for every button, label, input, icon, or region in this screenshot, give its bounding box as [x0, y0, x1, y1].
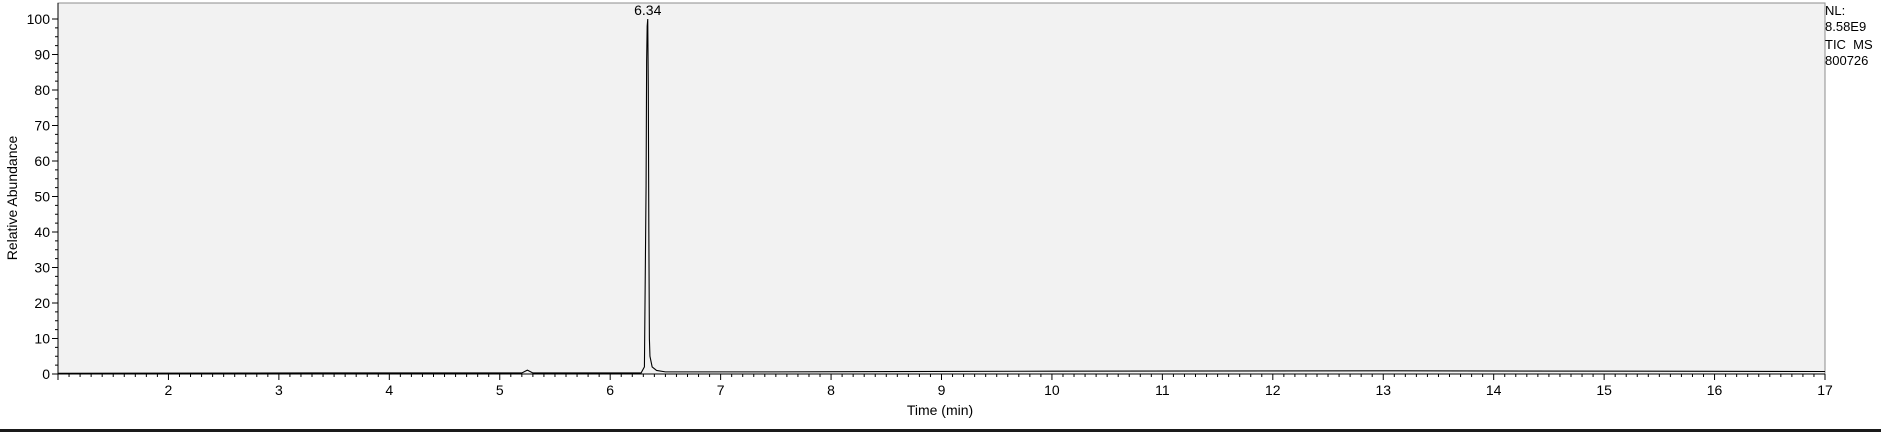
sample-id: 800726	[1825, 53, 1869, 68]
y-tick-label: 70	[34, 118, 50, 134]
peak-label: 6.34	[634, 2, 661, 18]
y-tick-label: 30	[34, 260, 50, 276]
x-tick-label: 10	[1044, 382, 1060, 398]
x-tick-label: 14	[1486, 382, 1502, 398]
x-tick-label: 16	[1707, 382, 1723, 398]
x-tick-label: 5	[496, 382, 504, 398]
y-tick-label: 90	[34, 47, 50, 63]
x-tick-label: 13	[1375, 382, 1391, 398]
y-tick-label: 60	[34, 153, 50, 169]
x-tick-label: 9	[938, 382, 946, 398]
x-tick-label: 11	[1155, 382, 1170, 398]
tic-trace	[57, 18, 1826, 374]
x-tick-label: 17	[1817, 382, 1833, 398]
y-tick-label: 100	[27, 11, 51, 27]
y-tick-label: 20	[34, 295, 50, 311]
peak-annotations: 6.34	[634, 2, 661, 18]
x-axis-title: Time (min)	[907, 402, 973, 418]
y-tick-label: 80	[34, 82, 50, 98]
tick-labels: 2 3 4 5 6 7 8 9 10 11 12 13 14 15 16 17 0 10 20 30 40 50 60 70 8…	[27, 11, 1833, 398]
y-axis-title: Relative Abundance	[4, 136, 20, 261]
x-tick-label: 15	[1596, 382, 1612, 398]
y-tick-label: 10	[34, 331, 50, 347]
nl-value: 8.58E9	[1825, 19, 1867, 34]
x-tick-label: 8	[827, 382, 835, 398]
x-tick-label: 7	[717, 382, 725, 398]
x-tick-label: 4	[385, 382, 393, 398]
x-tick-label: 6	[606, 382, 614, 398]
nl-label: NL:	[1825, 3, 1846, 18]
x-tick-label: 3	[275, 382, 283, 398]
trace-type: TIC MS	[1825, 37, 1873, 52]
y-tick-label: 40	[34, 224, 50, 240]
y-tick-label: 0	[42, 366, 50, 382]
x-tick-label: 12	[1265, 382, 1281, 398]
y-tick-label: 50	[34, 189, 50, 205]
bottom-rule	[0, 429, 1881, 432]
x-tick-label: 2	[165, 382, 173, 398]
plot-area	[57, 2, 1826, 375]
